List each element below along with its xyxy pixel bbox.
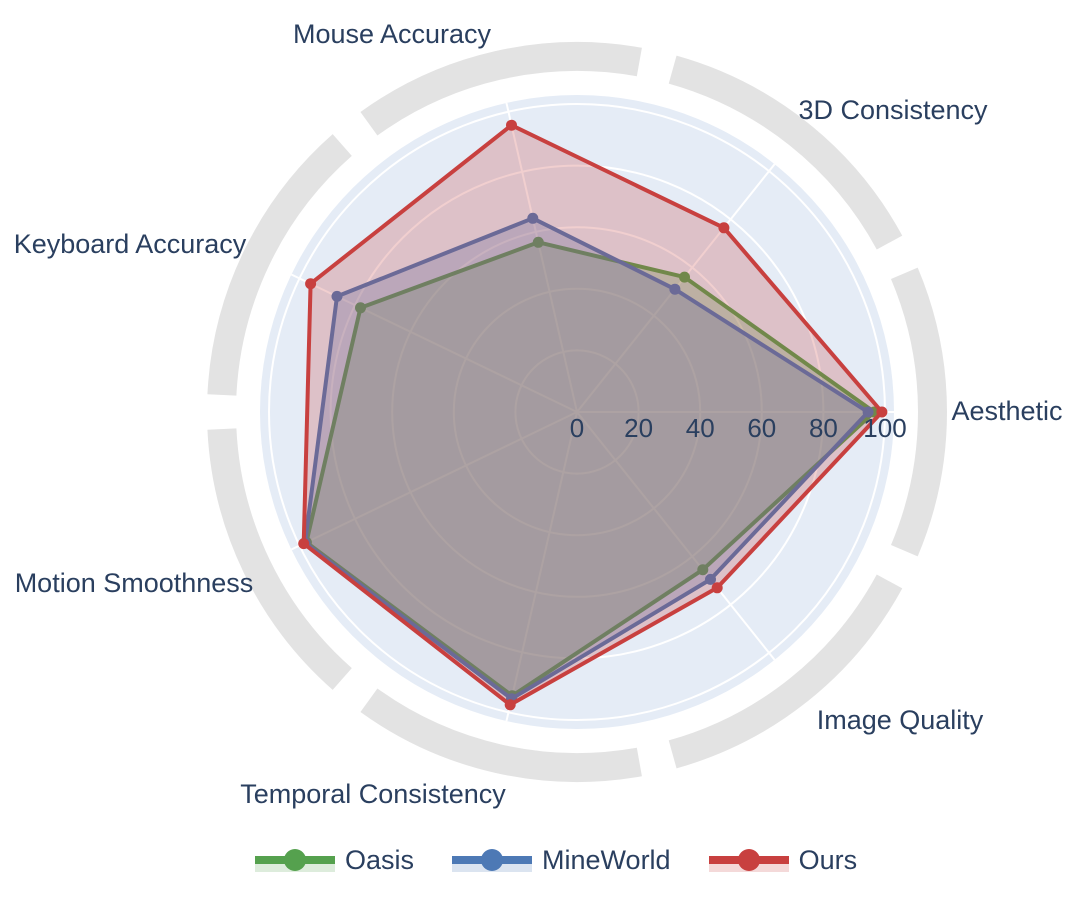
ring-arc-motion-smoothness <box>207 428 352 690</box>
ring-arc-temporal-consistency <box>360 688 642 782</box>
legend-entry-mineworld[interactable]: MineWorld <box>450 845 671 876</box>
radial-tick-label-40: 40 <box>686 413 715 443</box>
axis-label-3d-consistency: 3D Consistency <box>798 95 988 125</box>
series-area-ours <box>301 123 884 707</box>
legend-swatch-graphic <box>708 848 789 872</box>
axis-label-aesthetic: Aesthetic <box>951 396 1062 426</box>
series-point-mineworld-mouse-accuracy <box>527 212 539 224</box>
legend-swatch-mineworld <box>450 848 534 874</box>
axis-spoke-temporal-consistency <box>505 411 578 722</box>
series-area-mineworld <box>303 216 871 701</box>
series-point-mineworld-keyboard-accuracy <box>331 290 343 302</box>
series-point-oasis-mouse-accuracy <box>532 236 544 248</box>
ring-arc-keyboard-accuracy <box>207 134 352 396</box>
radial-tick-label-20: 20 <box>624 413 653 443</box>
axis-label-temporal-consistency: Temporal Consistency <box>240 779 506 809</box>
series-point-ours-motion-smoothness <box>298 538 310 550</box>
ring-arc-3d-consistency <box>668 55 903 250</box>
legend: Oasis MineWorld Ours <box>253 845 857 876</box>
axis-label-motion-smoothness: Motion Smoothness <box>15 568 254 598</box>
series-point-mineworld-3d-consistency <box>669 283 681 295</box>
series-area-oasis <box>304 240 877 698</box>
axis-label-mouse-accuracy: Mouse Accuracy <box>293 19 492 49</box>
axis-spoke-image-quality <box>576 411 776 661</box>
series-point-oasis-image-quality <box>697 564 709 576</box>
series-point-ours-3d-consistency <box>718 222 730 234</box>
axis-label-image-quality: Image Quality <box>817 705 984 735</box>
legend-entry-oasis[interactable]: Oasis <box>253 845 414 876</box>
radial-tick-label-100: 100 <box>863 413 906 443</box>
legend-label-oasis: Oasis <box>345 845 415 875</box>
radial-tick-label-80: 80 <box>809 413 838 443</box>
legend-swatch-graphic <box>452 848 533 872</box>
series-point-ours-aesthetic <box>876 406 888 418</box>
axis-spoke-mouse-accuracy <box>505 102 578 413</box>
axis-label-keyboard-accuracy: Keyboard Accuracy <box>14 229 247 259</box>
radial-tick-label-60: 60 <box>747 413 776 443</box>
legend-swatch-graphic <box>255 848 335 872</box>
series-point-ours-image-quality <box>711 582 723 594</box>
legend-label-ours: Ours <box>798 845 858 875</box>
series-point-mineworld-aesthetic <box>862 406 874 418</box>
series-point-ours-mouse-accuracy <box>506 119 517 131</box>
radial-tick-label-0: 0 <box>570 413 584 443</box>
ring-arc-image-quality <box>668 574 903 769</box>
series-point-ours-keyboard-accuracy <box>305 278 317 290</box>
legend-label-mineworld: MineWorld <box>542 845 671 875</box>
legend-swatch-ours <box>707 848 791 874</box>
series-point-oasis-keyboard-accuracy <box>355 302 366 314</box>
series-point-ours-temporal-consistency <box>504 699 516 711</box>
series-point-oasis-3d-consistency <box>679 271 690 283</box>
axis-spoke-motion-smoothness <box>290 411 578 551</box>
legend-entry-ours[interactable]: Ours <box>707 845 858 876</box>
legend-swatch-oasis <box>253 848 337 874</box>
ring-arc-mouse-accuracy <box>360 42 642 136</box>
series-point-mineworld-image-quality <box>705 573 716 585</box>
ring-arc-aesthetic <box>890 267 947 557</box>
